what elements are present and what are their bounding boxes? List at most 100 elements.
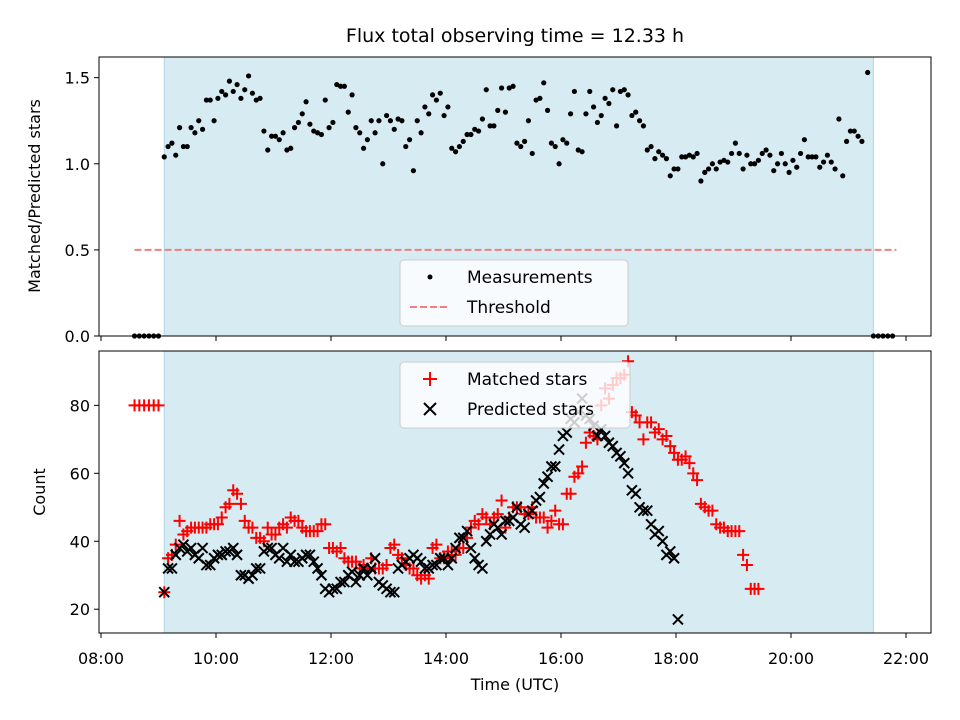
bottom-x-tick-label: 10:00 [193, 649, 239, 668]
predicted-star-point [545, 460, 558, 473]
measurement-point [226, 78, 233, 84]
measurement-point [629, 112, 635, 119]
measurement-point [583, 111, 589, 117]
measurement-point [740, 166, 746, 172]
predicted-star-point [599, 430, 611, 442]
measurement-point [475, 128, 482, 134]
predicted-star-point [361, 569, 374, 581]
legend-measurements-marker [427, 274, 433, 280]
predicted-star-point [185, 542, 197, 554]
bottom-y-tick-label: 40 [70, 532, 90, 551]
measurement-point [813, 154, 819, 160]
matched-star-point [292, 514, 305, 527]
measurement-point [552, 143, 558, 150]
measurement-point [728, 150, 735, 157]
top-y-tick-label: 0.5 [65, 241, 90, 260]
matched-star-point [269, 528, 282, 541]
matched-star-point [679, 450, 692, 463]
predicted-star-point [538, 477, 550, 490]
measurement-point [840, 173, 846, 179]
predicted-star-point [526, 504, 538, 517]
measurement-point [824, 152, 831, 158]
matched-star-point [430, 538, 443, 551]
measurement-point [763, 147, 769, 153]
measurement-point [817, 164, 823, 170]
measurement-point [176, 125, 183, 131]
predicted-star-point [457, 532, 469, 544]
matched-star-point [472, 518, 485, 531]
measurement-point [751, 161, 758, 167]
measurement-point [403, 143, 409, 150]
predicted-star-point [177, 538, 190, 551]
predicted-star-point [630, 487, 642, 500]
matched-star-point [280, 521, 293, 534]
measurement-point [372, 130, 378, 136]
matched-star-point [645, 416, 658, 429]
matched-star-point [545, 514, 558, 527]
measurement-point [713, 166, 719, 172]
measurement-point [690, 154, 696, 160]
bottom-x-tick-label: 14:00 [423, 649, 469, 668]
measurement-point [268, 133, 275, 139]
matched-star-point [579, 436, 592, 449]
measurement-point [771, 168, 777, 174]
matched-star-point [334, 542, 347, 555]
matched-star-point [495, 494, 508, 507]
matched-star-point [740, 559, 753, 572]
measurement-point [836, 116, 842, 122]
predicted-star-point [614, 450, 627, 463]
predicted-star-point [350, 576, 362, 588]
measurement-point [479, 116, 486, 122]
measurement-point [295, 119, 302, 126]
measurement-point [778, 150, 785, 157]
measurement-point [702, 169, 708, 175]
measurement-point [640, 123, 647, 129]
measurement-point [805, 154, 811, 160]
predicted-star-point [388, 586, 400, 598]
measurement-point [679, 154, 685, 160]
measurement-point [786, 169, 792, 175]
measurement-point [663, 156, 670, 162]
measurement-point [529, 150, 535, 157]
predicted-star-point [480, 535, 492, 547]
measurement-point [498, 85, 505, 91]
measurement-point [564, 140, 570, 146]
measurement-point [180, 143, 187, 150]
measurement-point [709, 161, 716, 167]
measurement-point [429, 92, 436, 98]
predicted-star-point [469, 552, 481, 564]
measurement-point [483, 87, 489, 93]
measurement-point [173, 152, 179, 158]
measurement-point [245, 73, 252, 79]
top-measurements [131, 69, 896, 339]
matched-star-point [349, 555, 362, 568]
measurement-point [518, 143, 524, 150]
matched-star-point [537, 511, 550, 524]
measurement-point [851, 128, 857, 134]
measurement-point [207, 97, 213, 103]
top-chart-title: Flux total observing time = 12.33 h [346, 25, 684, 47]
measurement-point [671, 166, 677, 172]
predicted-star-point [288, 555, 301, 568]
matched-star-point [706, 504, 719, 517]
matched-star-point [380, 559, 393, 572]
legend-threshold-label: Threshold [466, 298, 551, 318]
measurement-point [694, 150, 700, 157]
measurement-point [299, 111, 305, 117]
measurement-point [567, 111, 574, 117]
measurement-point [521, 138, 528, 144]
matched-star-point [319, 518, 332, 531]
measurement-point [249, 90, 256, 96]
predicted-star-point [476, 562, 489, 575]
predicted-star-point [212, 549, 224, 561]
bottom-x-tick-label: 12:00 [308, 649, 354, 668]
measurement-point [414, 118, 420, 124]
measurement-point [744, 152, 750, 158]
measurement-point [797, 150, 804, 157]
predicted-star-point [254, 562, 266, 575]
measurement-point [590, 104, 597, 110]
bottom-panel: 20 40 60 80 08:00 10:00 12:00 14:00 16:00 18:00 2… [30, 350, 932, 694]
measurement-point [234, 81, 240, 88]
measurement-point [406, 137, 413, 143]
measurement-point [184, 143, 190, 150]
